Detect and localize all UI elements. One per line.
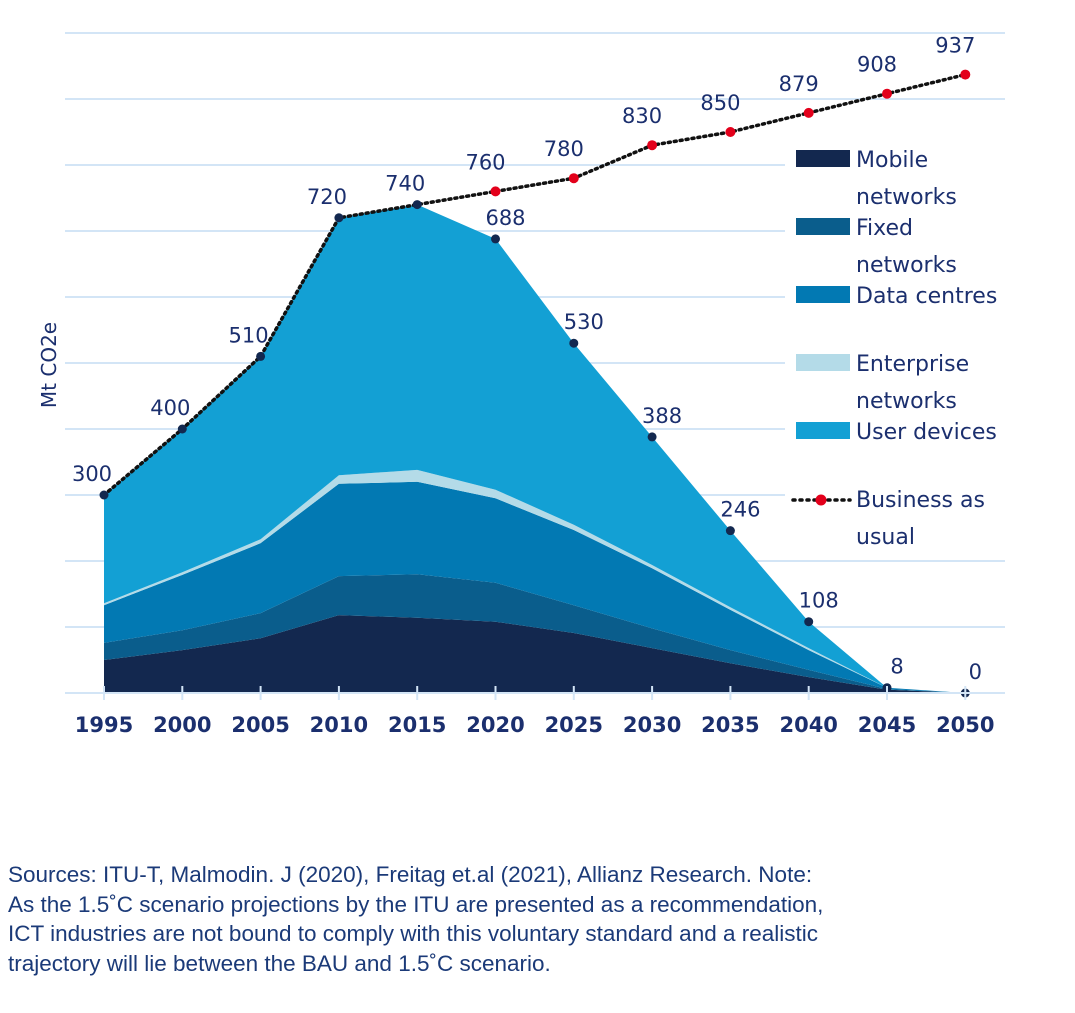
x-tick-label: 2000 [153,713,211,737]
total-label: 740 [385,172,425,196]
stacked-areas [104,204,966,693]
x-tick-label: 1995 [75,713,133,737]
x-tick-label: 2020 [466,713,524,737]
legend-label: Business as [856,488,985,513]
note-line: ICT industries are not bound to comply w… [8,921,818,946]
total-point [256,351,266,361]
source-notes: Sources: ITU-T, Malmodin. J (2020), Frei… [8,860,1068,978]
emissions-chart: 300 400 510 720 740 688 530 388 246 108 8 0 760 780 83… [37,32,1035,737]
data-labels: 300 400 510 720 740 688 530 388 246 108 8 0 760 780 83… [72,34,982,684]
bau-point [882,88,892,99]
legend-label: User devices [856,420,997,445]
legend-swatch [796,286,850,303]
total-label: 0 [969,660,982,684]
total-point [177,424,187,434]
total-label: 8 [890,655,903,679]
legend-label: Fixed [856,216,913,241]
legend-label: networks [856,253,957,278]
area-mobile-networks [104,615,966,693]
legend-label: networks [856,389,957,414]
total-label: 530 [564,310,604,334]
legend-swatch [796,422,850,439]
x-tick-label: 2030 [623,713,681,737]
bau-line [99,69,971,698]
x-tick-label: 2040 [779,713,837,737]
total-point [412,200,422,210]
legend-label: Mobile [856,148,928,173]
total-point [334,213,344,223]
legend-swatch [796,354,850,371]
area-data-centres [104,481,966,693]
total-label: 720 [307,185,347,209]
total-point [804,617,814,627]
total-label: 510 [229,323,269,347]
total-point [569,338,579,348]
x-tick-label: 2005 [231,713,289,737]
bau-point [568,173,579,184]
total-label: 400 [150,396,190,420]
x-tick-label: 2025 [545,713,603,737]
total-label: 108 [799,589,839,613]
total-label: 300 [72,462,112,486]
y-axis-label: Mt CO2e [37,322,61,408]
x-tick-label: 2035 [701,713,759,737]
note-line: As the 1.5˚C scenario projections by the… [8,891,824,917]
legend-label: usual [856,525,915,550]
legend-bau-dot [815,494,827,506]
legend: Mobile networks Fixed networks Data centres E… [785,140,1035,560]
total-point [725,526,735,536]
bau-point [725,127,736,137]
note-line: trajectory will lie between the BAU and … [8,950,551,976]
bau-point [647,140,658,151]
bau-label: 937 [935,34,975,58]
total-point [491,234,500,244]
x-axis: 1995 2000 2005 2010 2015 2020 2025 2030 2035 2040… [65,686,1005,737]
bau-label: 760 [465,150,505,174]
x-tick-label: 2010 [310,713,368,737]
total-point [647,432,657,442]
bau-point [803,107,814,118]
legend-label: Data centres [856,284,997,309]
bau-label: 830 [622,104,662,128]
area-user-devices [104,204,966,693]
bau-point [960,69,971,80]
legend-swatch [796,150,850,167]
bau-label: 850 [700,91,740,115]
x-tick-label: 2050 [936,713,994,737]
bau-point [490,186,501,197]
bau-dotted-line [102,72,968,497]
total-label: 688 [485,206,525,230]
legend-label: networks [856,185,957,210]
note-line: Sources: ITU-T, Malmodin. J (2020), Frei… [8,862,813,887]
x-tick-label: 2015 [388,713,446,737]
total-label: 388 [642,404,682,428]
legend-swatch [796,218,850,235]
legend-background [785,140,1035,560]
bau-label: 780 [544,137,584,161]
x-tick-label: 2045 [858,713,916,737]
total-label: 246 [720,498,760,522]
legend-label: Enterprise [856,352,969,377]
area-fixed-networks [104,574,966,693]
bau-label: 908 [857,53,897,77]
bau-label: 879 [779,72,819,96]
total-point [99,490,109,500]
